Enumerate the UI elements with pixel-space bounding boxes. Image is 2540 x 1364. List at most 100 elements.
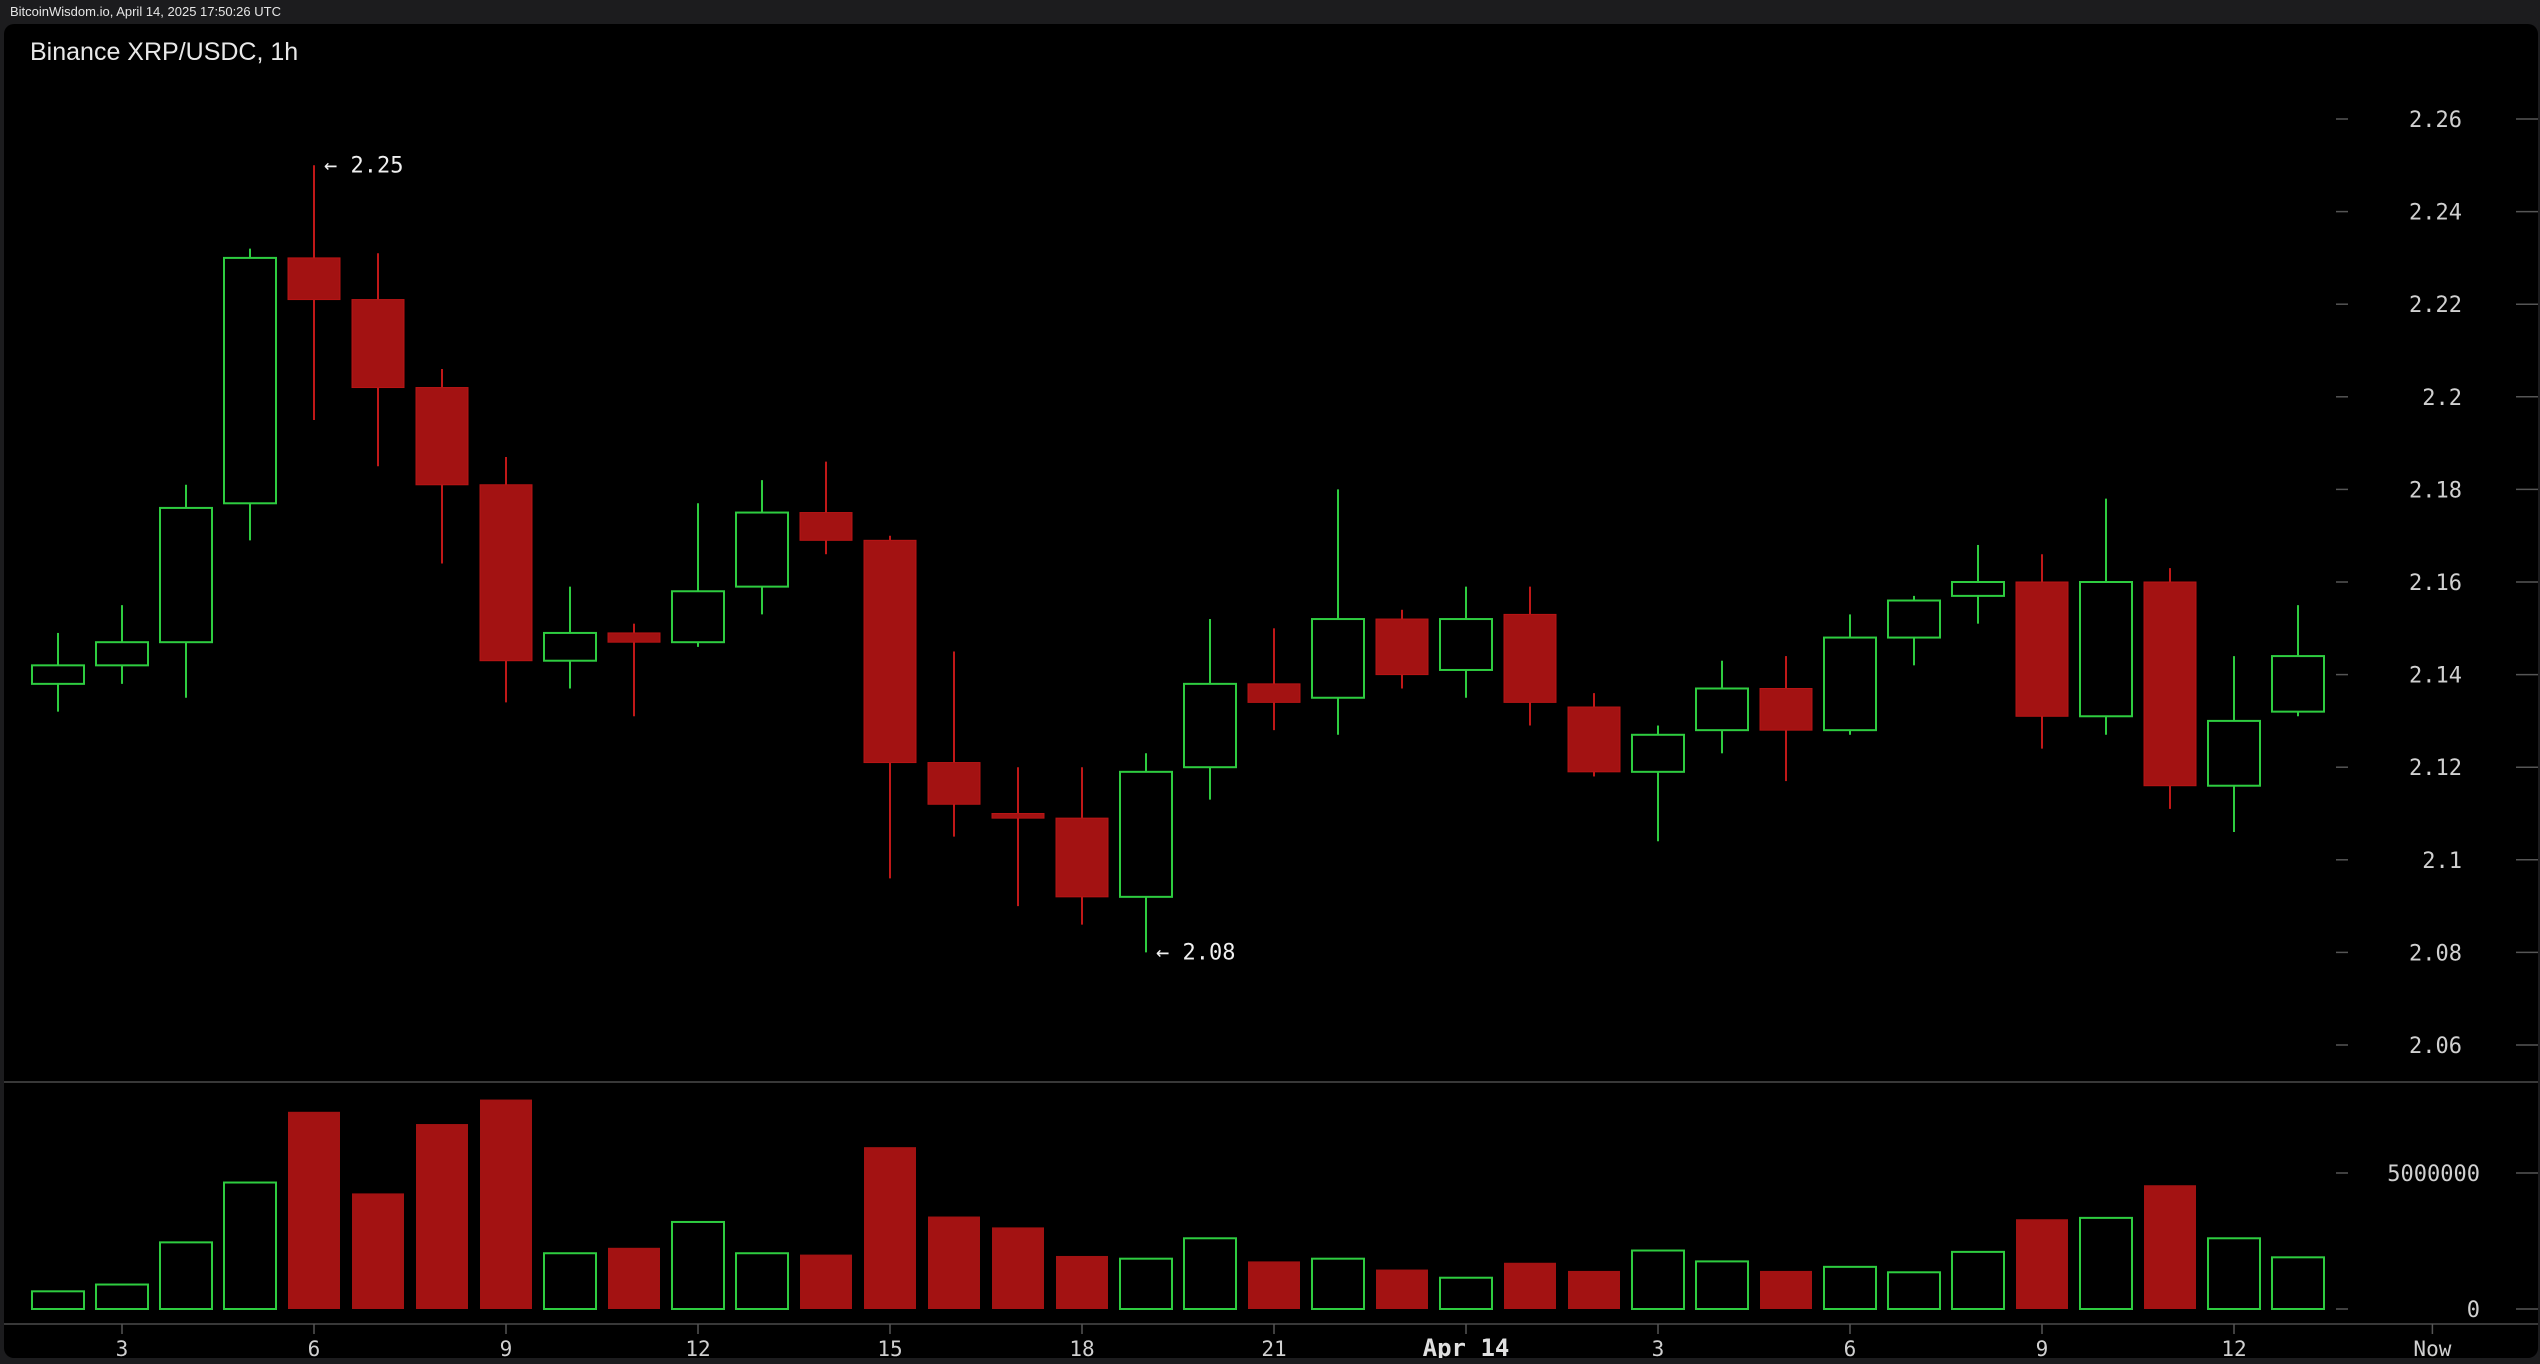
candle-body	[799, 512, 853, 541]
candle-body	[1247, 683, 1301, 703]
candle-body	[1311, 618, 1365, 699]
volume-bar	[1695, 1260, 1749, 1311]
candle-body	[1055, 817, 1109, 898]
candle-body	[2271, 655, 2325, 713]
price-tick-label: 2.2	[2422, 386, 2462, 411]
time-tick-label: 3	[116, 1337, 129, 1358]
volume-bar	[1376, 1269, 1428, 1309]
time-tick-label: 15	[877, 1337, 902, 1358]
volume-bar	[1311, 1257, 1365, 1311]
volume-bar	[2271, 1256, 2325, 1310]
volume-layer	[31, 1099, 2325, 1311]
candle-body	[1119, 770, 1173, 898]
candle-body	[991, 813, 1045, 819]
candle-body	[1759, 687, 1813, 731]
volume-bar	[223, 1181, 277, 1311]
volume-bar	[1823, 1265, 1877, 1310]
candle-body	[479, 484, 533, 662]
candle-body	[2015, 581, 2069, 717]
chart-panel: Binance XRP/USDC, 1h 2.26 2.24 2.22 2.2 2.18…	[4, 24, 2538, 1358]
candle-body	[2079, 581, 2133, 718]
grid-layer	[4, 1081, 2538, 1325]
candle-body	[223, 256, 277, 505]
volume-bar	[1183, 1237, 1237, 1311]
candle-body	[863, 539, 917, 764]
volume-bar	[288, 1111, 340, 1309]
volume-bar	[1439, 1276, 1493, 1310]
volume-bar	[2207, 1237, 2261, 1311]
price-extreme-annotation: ← 2.25	[324, 153, 403, 178]
candle-body	[1631, 733, 1685, 773]
volume-bar	[2079, 1216, 2133, 1311]
volume-bar	[159, 1241, 213, 1310]
candle-body	[351, 299, 405, 389]
annotation-layer: ← 2.25 ← 2.08	[324, 153, 1235, 965]
volume-bar	[1760, 1270, 1812, 1309]
volume-bar	[1631, 1249, 1685, 1311]
volume-bar	[2144, 1185, 2196, 1309]
chart-canvas[interactable]: 2.26 2.24 2.22 2.2 2.18 2.16 2.14 2.12 2.1 2.08 2.…	[4, 24, 2538, 1358]
candle-body	[543, 631, 597, 662]
volume-bar	[992, 1227, 1044, 1309]
candle-body	[671, 590, 725, 644]
time-tick-label: 9	[2036, 1337, 2049, 1358]
price-extreme-annotation: ← 2.08	[1156, 940, 1235, 965]
candle-body	[159, 506, 213, 644]
volume-bar	[735, 1252, 789, 1310]
time-tick-label: Apr 14	[1423, 1334, 1510, 1358]
volume-bar	[671, 1220, 725, 1310]
price-tick-label: 2.22	[2409, 293, 2462, 318]
time-tick-label: 9	[500, 1337, 513, 1358]
time-tick-label: 12	[2221, 1337, 2246, 1358]
price-tick-label: 2.12	[2409, 756, 2462, 781]
candle-body	[735, 511, 789, 588]
volume-bar	[95, 1283, 149, 1311]
volume-bar	[928, 1216, 980, 1309]
volume-bar	[1119, 1257, 1173, 1311]
candle-body	[927, 762, 981, 805]
price-tick-label: 2.1	[2422, 849, 2462, 874]
candle-body	[1567, 706, 1621, 773]
price-tick-label: 2.26	[2409, 108, 2462, 133]
candle-body	[1439, 618, 1493, 671]
candle-body	[1375, 618, 1429, 676]
volume-bar	[864, 1147, 916, 1309]
time-tick-label: 18	[1069, 1337, 1094, 1358]
candle-body	[415, 387, 469, 486]
candle-body	[95, 641, 149, 667]
time-tick-label: 6	[308, 1337, 321, 1358]
axis-layer: 2.26 2.24 2.22 2.2 2.18 2.16 2.14 2.12 2.1 2.08 2.…	[116, 108, 2538, 1358]
volume-bar	[352, 1193, 404, 1309]
candle-body	[2143, 581, 2197, 787]
price-tick-label: 2.08	[2409, 941, 2462, 966]
price-tick-label: 2.16	[2409, 571, 2462, 596]
volume-tick-label: 5000000	[2387, 1162, 2480, 1187]
volume-bar	[31, 1290, 85, 1310]
volume-bar	[608, 1247, 660, 1309]
price-tick-label: 2.14	[2409, 664, 2462, 689]
price-tick-label: 2.06	[2409, 1034, 2462, 1059]
chart-title: Binance XRP/USDC, 1h	[30, 38, 299, 66]
volume-tick-label: 0	[2467, 1298, 2480, 1323]
volume-bar	[416, 1124, 468, 1309]
time-tick-label: 21	[1261, 1337, 1286, 1358]
time-tick-label: 6	[1844, 1337, 1857, 1358]
candle-body	[1951, 581, 2005, 597]
volume-bar	[1056, 1255, 1108, 1309]
volume-bar	[480, 1099, 532, 1309]
time-tick-label: 3	[1652, 1337, 1665, 1358]
candle-body	[287, 257, 341, 301]
candle-body	[2207, 719, 2261, 787]
volume-bar	[1248, 1261, 1300, 1309]
watermark: BitcoinWisdom.io, April 14, 2025 17:50:2…	[10, 4, 281, 19]
candle-body	[1823, 636, 1877, 732]
volume-bar	[800, 1254, 852, 1309]
time-tick-label: Now	[2413, 1337, 2451, 1358]
candle-body	[1887, 599, 1941, 639]
candle-body	[1183, 682, 1237, 769]
candle-body	[31, 664, 85, 685]
volume-bar	[2016, 1219, 2068, 1309]
price-tick-label: 2.24	[2409, 201, 2462, 226]
candle-body	[1503, 613, 1557, 703]
volume-bar	[1887, 1271, 1941, 1311]
